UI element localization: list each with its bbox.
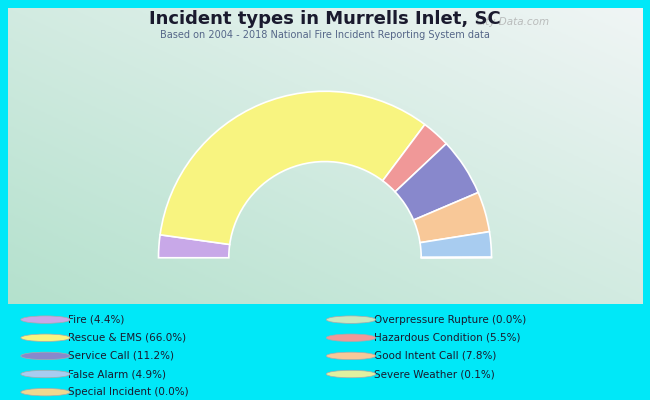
Circle shape	[21, 370, 70, 378]
Wedge shape	[413, 192, 489, 243]
Circle shape	[21, 388, 70, 396]
Text: Special Incident (0.0%): Special Incident (0.0%)	[68, 387, 189, 397]
Text: Incident types in Murrells Inlet, SC: Incident types in Murrells Inlet, SC	[149, 10, 501, 28]
Text: Service Call (11.2%): Service Call (11.2%)	[68, 351, 174, 361]
Text: Hazardous Condition (5.5%): Hazardous Condition (5.5%)	[374, 333, 520, 343]
Circle shape	[21, 334, 70, 342]
Circle shape	[326, 334, 376, 342]
Circle shape	[326, 352, 376, 360]
Text: Overpressure Rupture (0.0%): Overpressure Rupture (0.0%)	[374, 315, 526, 325]
Text: False Alarm (4.9%): False Alarm (4.9%)	[68, 369, 166, 379]
Text: Rescue & EMS (66.0%): Rescue & EMS (66.0%)	[68, 333, 187, 343]
Wedge shape	[395, 144, 478, 220]
Wedge shape	[160, 91, 425, 244]
Circle shape	[21, 316, 70, 323]
Wedge shape	[420, 232, 491, 258]
Text: Severe Weather (0.1%): Severe Weather (0.1%)	[374, 369, 495, 379]
Text: Based on 2004 - 2018 National Fire Incident Reporting System data: Based on 2004 - 2018 National Fire Incid…	[160, 30, 490, 40]
Text: Fire (4.4%): Fire (4.4%)	[68, 315, 125, 325]
Circle shape	[21, 352, 70, 360]
Circle shape	[326, 370, 376, 378]
Wedge shape	[421, 257, 491, 258]
Wedge shape	[159, 235, 229, 258]
Text: Good Intent Call (7.8%): Good Intent Call (7.8%)	[374, 351, 496, 361]
Wedge shape	[383, 124, 447, 192]
Circle shape	[326, 316, 376, 323]
Text: City-Data.com: City-Data.com	[475, 17, 549, 27]
